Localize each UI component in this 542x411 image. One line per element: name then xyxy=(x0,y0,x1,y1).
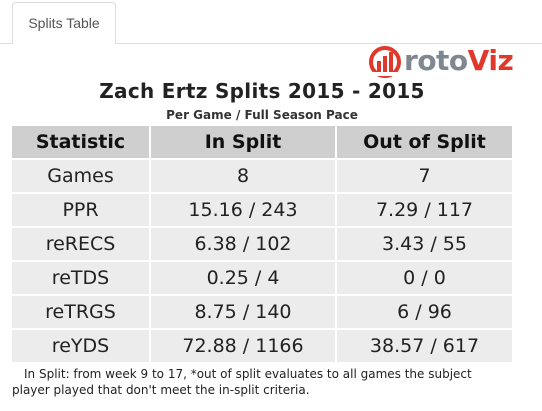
in-split-cell: 15.16 / 243 xyxy=(151,194,337,228)
column-header-statistic: Statistic xyxy=(12,126,151,160)
table-row: reYDS 72.88 / 1166 38.57 / 617 xyxy=(12,330,512,364)
in-split-cell: 72.88 / 1166 xyxy=(151,330,337,364)
out-of-split-cell: 7 xyxy=(337,160,512,194)
stat-name-cell: reRECS xyxy=(12,228,151,262)
table-row: Games 8 7 xyxy=(12,160,512,194)
table-row: PPR 15.16 / 243 7.29 / 117 xyxy=(12,194,512,228)
page-title: Zach Ertz Splits 2015 - 2015 xyxy=(99,79,425,103)
footnote-line-2: player played that don't meet the in-spl… xyxy=(12,383,310,397)
rotoviz-logo: rotoViz xyxy=(366,44,514,78)
in-split-cell: 0.25 / 4 xyxy=(151,262,337,296)
rotoviz-logo-mark-icon xyxy=(368,46,402,78)
out-of-split-cell: 38.57 / 617 xyxy=(337,330,512,364)
stat-name-cell: reTDS xyxy=(12,262,151,296)
stat-name-cell: Games xyxy=(12,160,151,194)
splits-table: Statistic In Split Out of Split Games 8 … xyxy=(12,126,512,364)
tab-bar: Splits Table xyxy=(0,0,542,44)
tab-splits-table[interactable]: Splits Table xyxy=(12,2,116,44)
stat-name-cell: PPR xyxy=(12,194,151,228)
column-header-in-split: In Split xyxy=(151,126,337,160)
out-of-split-cell: 7.29 / 117 xyxy=(337,194,512,228)
stat-name-cell: reYDS xyxy=(12,330,151,364)
out-of-split-cell: 0 / 0 xyxy=(337,262,512,296)
out-of-split-cell: 3.43 / 55 xyxy=(337,228,512,262)
out-of-split-cell: 6 / 96 xyxy=(337,296,512,330)
table-row: reTDS 0.25 / 4 0 / 0 xyxy=(12,262,512,296)
table-row: reRECS 6.38 / 102 3.43 / 55 xyxy=(12,228,512,262)
page-subtitle: Per Game / Full Season Pace xyxy=(166,108,358,122)
table-row: reTRGS 8.75 / 140 6 / 96 xyxy=(12,296,512,330)
stat-name-cell: reTRGS xyxy=(12,296,151,330)
in-split-cell: 6.38 / 102 xyxy=(151,228,337,262)
table-header-row: Statistic In Split Out of Split xyxy=(12,126,512,160)
in-split-cell: 8 xyxy=(151,160,337,194)
in-split-cell: 8.75 / 140 xyxy=(151,296,337,330)
split-footnote: In Split: from week 9 to 17, *out of spl… xyxy=(12,366,512,398)
column-header-out-of-split: Out of Split xyxy=(337,126,512,160)
footnote-line-1: In Split: from week 9 to 17, *out of spl… xyxy=(24,367,472,381)
rotoviz-wordmark: rotoViz xyxy=(404,44,514,77)
